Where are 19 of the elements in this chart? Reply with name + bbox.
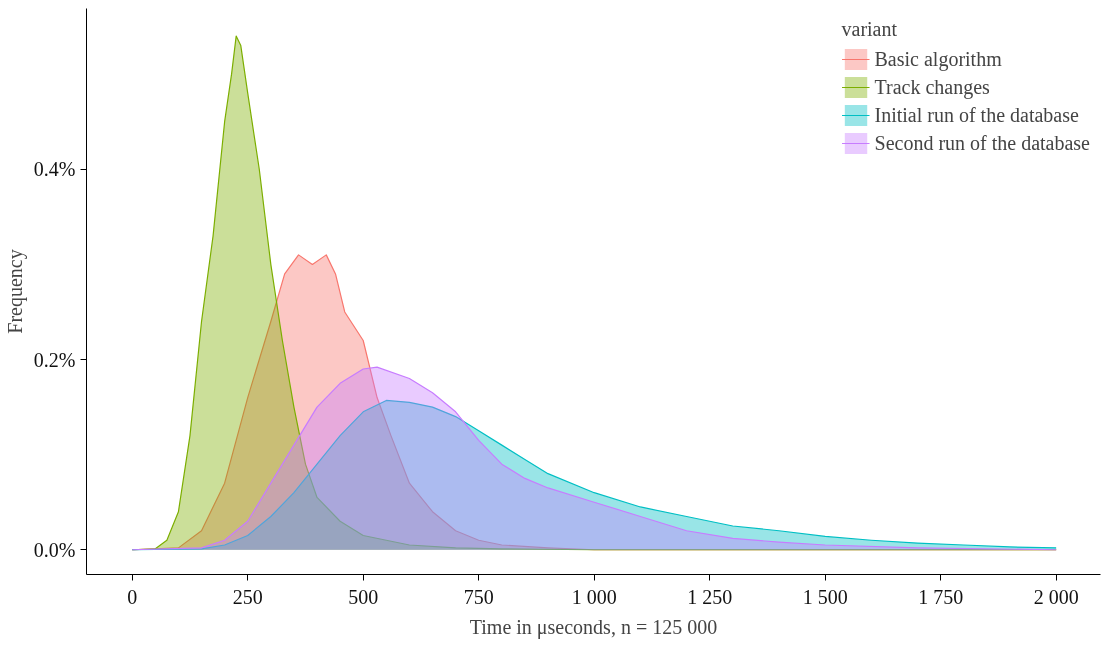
legend-title: variant <box>841 18 899 41</box>
y-tick-label: 0.0% <box>33 538 76 561</box>
x-tick-label: 0 <box>127 585 138 608</box>
legend-label: Second run of the database <box>874 130 1090 156</box>
x-tick-label: 750 <box>463 585 494 608</box>
legend-label: Basic algorithm <box>874 46 1002 72</box>
y-tick-label: 0.2% <box>33 348 76 371</box>
y-axis-title: Frequency <box>3 249 27 334</box>
x-axis-title: Time in μseconds, n = 125 000 <box>469 615 718 639</box>
x-tick-label: 500 <box>348 585 379 608</box>
x-tick-label: 1 000 <box>571 585 617 608</box>
legend-label: Track changes <box>874 74 990 100</box>
y-tick-label: 0.4% <box>33 158 76 181</box>
x-tick-label: 1 250 <box>687 585 733 608</box>
x-tick-label: 1 500 <box>802 585 848 608</box>
x-tick-label: 2 000 <box>1033 585 1079 608</box>
x-tick-label: 250 <box>232 585 263 608</box>
x-tick-label: 1 750 <box>918 585 964 608</box>
legend-label: Initial run of the database <box>874 102 1079 128</box>
